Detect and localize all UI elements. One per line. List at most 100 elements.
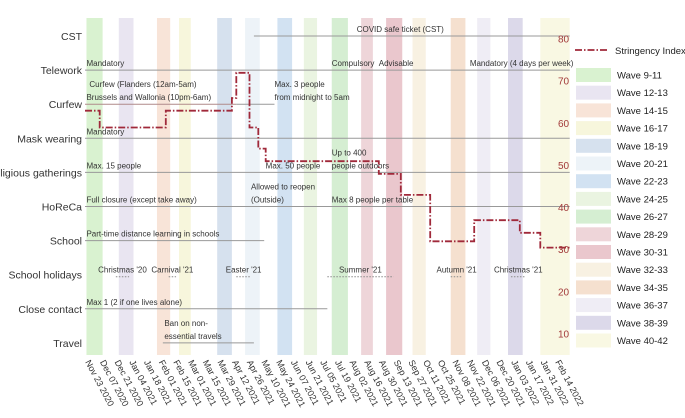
y-tick-label: 70 xyxy=(558,77,570,88)
legend-swatch-wave-26-27 xyxy=(576,209,611,224)
legend-swatch-wave-18-19 xyxy=(576,138,611,153)
legend-label-wave-28-29: Wave 28-29 xyxy=(617,230,668,241)
wave-band-wave-40-42 xyxy=(540,18,570,355)
y-tick-label: 10 xyxy=(558,329,570,340)
category-label-cst: CST xyxy=(61,31,83,43)
y-tick-label: 80 xyxy=(558,35,570,46)
annotation: Advisable xyxy=(379,59,414,68)
annotation: Max 8 people per table xyxy=(332,196,414,205)
category-label-school: School xyxy=(50,236,82,248)
wave-band-wave-34-35 xyxy=(450,18,466,355)
category-label-close-contact: Close contact xyxy=(18,304,82,316)
measure-lines xyxy=(85,35,570,344)
legend-label-wave-36-37: Wave 36-37 xyxy=(617,301,668,312)
category-label-horeca: HoReCa xyxy=(42,202,82,214)
wave-band-wave-36-37 xyxy=(477,18,491,355)
legend-swatch-wave-16-17 xyxy=(576,121,611,136)
legend-label-wave-40-42: Wave 40-42 xyxy=(617,336,668,347)
measure-category-labels: CST Telework Curfew Mask wearing Religious g… xyxy=(0,31,83,350)
wave-band-wave-14-15 xyxy=(156,18,171,355)
y-tick-label: 30 xyxy=(558,245,570,256)
annotation: Compulsory xyxy=(332,59,375,68)
annotation: essential travels xyxy=(164,332,221,341)
wave-band-wave-30-31 xyxy=(386,18,403,355)
wave-band-wave-24-25 xyxy=(303,18,318,355)
holiday-label-easter-21: Easter '21 xyxy=(226,266,262,275)
category-label-mask-wearing: Mask wearing xyxy=(17,133,82,145)
legend-label-wave-22-23: Wave 22-23 xyxy=(617,177,668,188)
legend-swatch-wave-9-11 xyxy=(576,68,611,82)
annotation: Up to 400 xyxy=(332,148,367,157)
stringency-line xyxy=(85,71,570,249)
category-label-travel: Travel xyxy=(53,338,82,350)
legend-swatch-wave-40-42 xyxy=(576,333,611,348)
wave-band-wave-18-19 xyxy=(217,18,232,355)
legend-label-stringency-index: Stringency Index xyxy=(615,46,685,57)
holiday-label-autumn-21: Autumn '21 xyxy=(436,266,477,275)
legend-swatch-wave-32-33 xyxy=(576,262,611,277)
category-label-school-holidays: School holidays xyxy=(8,270,82,282)
wave-bands xyxy=(86,18,570,355)
annotation: Full closure (except take away) xyxy=(86,196,197,205)
holiday-label-summer-21: Summer '21 xyxy=(339,266,382,275)
legend-label-wave-30-31: Wave 30-31 xyxy=(617,248,668,259)
legend-swatch-wave-34-35 xyxy=(576,280,611,295)
wave-band-wave-38-39 xyxy=(508,18,523,355)
legend-label-wave-18-19: Wave 18-19 xyxy=(617,141,668,152)
annotation: Ban on non- xyxy=(164,319,208,328)
category-label-curfew: Curfew xyxy=(49,99,83,111)
legend-label-wave-14-15: Wave 14-15 xyxy=(617,106,668,117)
legend-label-wave-26-27: Wave 26-27 xyxy=(617,212,668,223)
legend-swatch-wave-38-39 xyxy=(576,315,611,330)
annotation: Mandatory xyxy=(86,59,124,68)
legend-swatch-wave-12-13 xyxy=(576,85,611,100)
legend-label-wave-34-35: Wave 34-35 xyxy=(617,283,668,294)
wave-band-wave-12-13 xyxy=(118,18,134,355)
annotation: people outdoors xyxy=(332,161,389,170)
wave-band-wave-16-17 xyxy=(179,18,191,355)
annotation: Mandatory xyxy=(86,127,124,136)
wave-band-wave-9-11 xyxy=(86,18,103,355)
legend-label-wave-24-25: Wave 24-25 xyxy=(617,194,668,205)
legend-label-wave-38-39: Wave 38-39 xyxy=(617,318,668,329)
annotation: Brussels and Wallonia (10pm-6am) xyxy=(86,93,211,102)
holiday-label-christmas-21: Christmas '21 xyxy=(494,266,543,275)
legend-swatch-wave-22-23 xyxy=(576,174,611,189)
annotation: COVID safe ticket (CST) xyxy=(357,25,444,34)
y-tick-label: 60 xyxy=(558,119,570,130)
legend-swatch-wave-14-15 xyxy=(576,103,611,118)
legend-swatch-wave-20-21 xyxy=(576,156,611,171)
legend-label-wave-16-17: Wave 16-17 xyxy=(617,124,668,135)
holiday-label-carnival-21: Carnival '21 xyxy=(151,266,194,275)
school-holiday-markers: Christmas '20 Carnival '21 Easter '21 Summe… xyxy=(98,266,543,278)
annotation: (Outside) xyxy=(251,196,284,205)
wave-band-wave-26-27 xyxy=(331,18,348,355)
annotation: Mandatory (4 days per week) xyxy=(470,59,574,68)
legend: Stringency Index Wave 9-11 Wave 12-13 Wave … xyxy=(575,46,685,348)
annotation: Curfew (Flanders (12am-5am) xyxy=(89,80,196,89)
wave-band-wave-32-33 xyxy=(412,18,426,355)
y-tick-label: 40 xyxy=(558,203,570,214)
legend-label-wave-20-21: Wave 20-21 xyxy=(617,159,668,170)
annotation: Allowed to reopen xyxy=(251,183,315,192)
holiday-label-christmas-20: Christmas '20 xyxy=(98,266,147,275)
annotation: Part-time distance learning in schools xyxy=(86,230,219,239)
category-label-religious-gatherings: Religious gatherings xyxy=(0,167,82,179)
stringency-line-layer xyxy=(85,71,570,249)
legend-label-wave-12-13: Wave 12-13 xyxy=(617,88,668,99)
legend-label-wave-9-11: Wave 9-11 xyxy=(617,71,662,82)
annotation: Max. 15 people xyxy=(86,161,141,170)
legend-swatch-wave-36-37 xyxy=(576,298,611,313)
annotation: Max 1 (2 if one lives alone) xyxy=(86,298,182,307)
y-tick-label: 50 xyxy=(558,161,570,172)
y-tick-label: 20 xyxy=(558,287,570,298)
legend-swatch-wave-30-31 xyxy=(576,245,611,259)
category-label-telework: Telework xyxy=(41,65,83,77)
annotation: Max. 50 people xyxy=(266,161,321,170)
stringency-axis: 10 20 30 40 50 60 70 80 xyxy=(558,35,570,341)
wave-band-wave-28-29 xyxy=(361,18,373,355)
wave-band-wave-22-23 xyxy=(277,18,293,355)
legend-swatch-wave-28-29 xyxy=(576,227,611,242)
legend-label-wave-32-33: Wave 32-33 xyxy=(617,265,668,276)
